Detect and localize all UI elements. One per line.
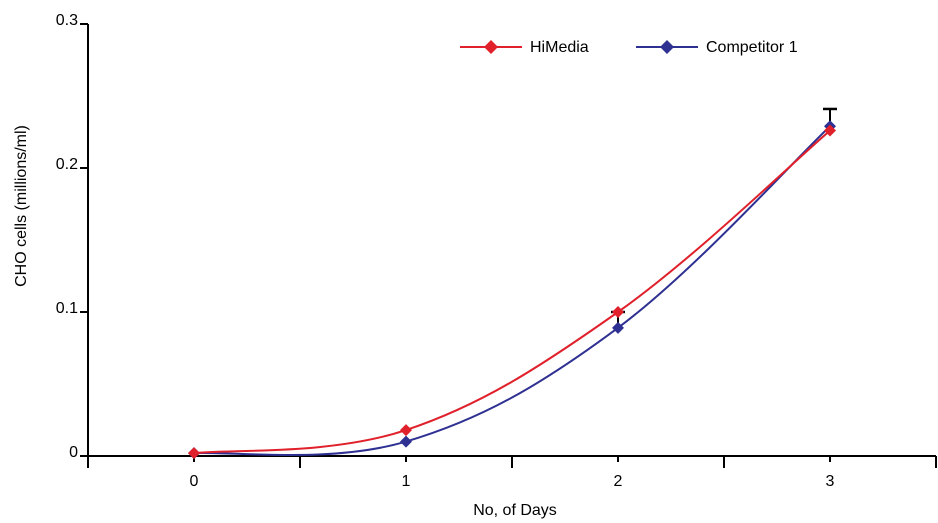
x-tick-label: 2 bbox=[614, 473, 623, 490]
series-himedia bbox=[188, 124, 836, 460]
legend-label: Competitor 1 bbox=[706, 39, 798, 56]
x-axis-title: No, of Days bbox=[473, 502, 557, 519]
y-tick-label: 0.1 bbox=[56, 300, 78, 317]
data-point bbox=[824, 124, 836, 137]
data-point bbox=[612, 306, 624, 318]
y-tick-label: 0.2 bbox=[56, 156, 78, 173]
data-point bbox=[400, 435, 412, 448]
legend: HiMedia Competitor 1 bbox=[460, 39, 798, 56]
y-tick-label: 0 bbox=[69, 444, 78, 461]
series-layer bbox=[188, 107, 837, 460]
series-line bbox=[193, 129, 831, 455]
x-tick-label: 3 bbox=[826, 473, 835, 490]
series-competitor-1 bbox=[188, 107, 837, 460]
legend-marker bbox=[660, 40, 674, 54]
legend-marker bbox=[484, 40, 498, 54]
y-axis-title: CHO cells (millions/ml) bbox=[13, 125, 30, 287]
legend-item-himedia: HiMedia bbox=[460, 39, 589, 56]
series-line bbox=[193, 125, 831, 457]
axes: 0 0.1 0.2 0.3 0 1 2 3 bbox=[56, 12, 937, 490]
legend-item-competitor-1: Competitor 1 bbox=[636, 39, 798, 56]
legend-label: HiMedia bbox=[530, 39, 589, 56]
y-tick-label: 0.3 bbox=[56, 12, 78, 29]
data-point bbox=[400, 424, 412, 437]
x-tick-label: 0 bbox=[190, 473, 199, 490]
x-tick-label: 1 bbox=[402, 473, 411, 490]
data-point bbox=[188, 447, 200, 460]
data-point bbox=[612, 321, 624, 334]
